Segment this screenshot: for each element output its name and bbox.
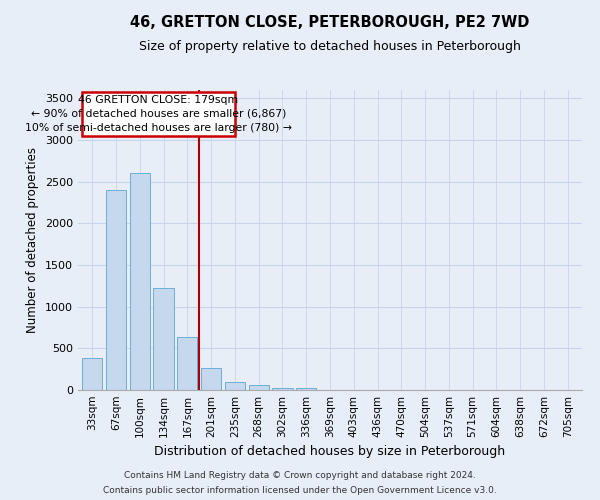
- X-axis label: Distribution of detached houses by size in Peterborough: Distribution of detached houses by size …: [154, 446, 506, 458]
- Bar: [82, 358, 103, 390]
- Bar: [82, 92, 235, 136]
- Text: 46, GRETTON CLOSE, PETERBOROUGH, PE2 7WD: 46, GRETTON CLOSE, PETERBOROUGH, PE2 7WD: [130, 15, 530, 30]
- Bar: [106, 190, 126, 390]
- Text: Contains HM Land Registry data © Crown copyright and database right 2024.: Contains HM Land Registry data © Crown c…: [124, 471, 476, 480]
- Text: Contains public sector information licensed under the Open Government Licence v3: Contains public sector information licen…: [103, 486, 497, 495]
- Y-axis label: Number of detached properties: Number of detached properties: [26, 147, 40, 333]
- Bar: [154, 288, 173, 390]
- Bar: [201, 368, 221, 390]
- Bar: [130, 174, 150, 390]
- Bar: [225, 382, 245, 390]
- Text: Size of property relative to detached houses in Peterborough: Size of property relative to detached ho…: [139, 40, 521, 53]
- Bar: [248, 386, 269, 390]
- Text: 46 GRETTON CLOSE: 179sqm
← 90% of detached houses are smaller (6,867)
10% of sem: 46 GRETTON CLOSE: 179sqm ← 90% of detach…: [25, 95, 292, 132]
- Bar: [296, 388, 316, 390]
- Bar: [177, 336, 197, 390]
- Bar: [272, 388, 293, 390]
